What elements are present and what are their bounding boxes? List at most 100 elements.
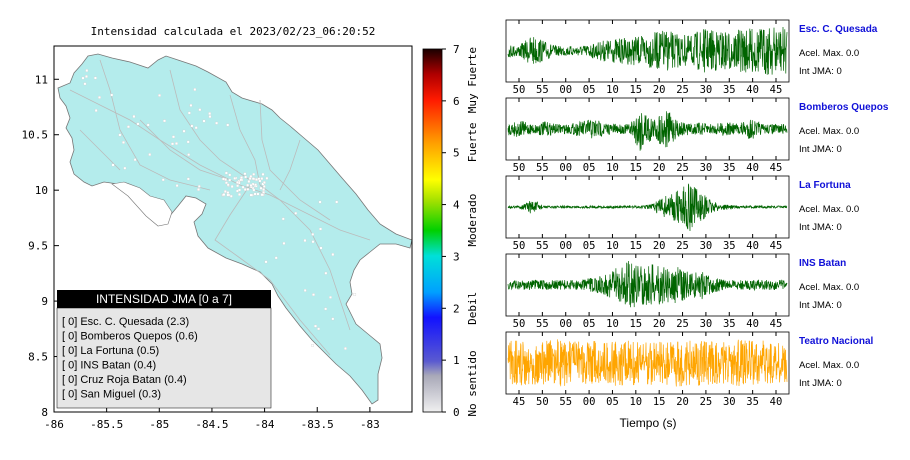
- trace-tick-label: 15: [653, 396, 666, 408]
- trace-tick-label: 30: [700, 84, 713, 96]
- station-dot: [238, 193, 241, 196]
- trace-tick-label: 25: [676, 162, 689, 174]
- station-dot: [318, 200, 322, 204]
- station-dot: [123, 166, 127, 170]
- map-y-tick-label: 10.5: [22, 129, 49, 142]
- trace-tick-label: 35: [723, 318, 736, 330]
- station-dot: [226, 183, 230, 187]
- trace-tick-label: 10: [606, 162, 619, 174]
- trace-int-jma: Int JMA: 0: [799, 378, 842, 389]
- station-dot: [246, 183, 250, 187]
- station-dot: [261, 172, 265, 176]
- trace-tick-label: 50: [513, 318, 526, 330]
- station-dot: [344, 347, 347, 350]
- colorbar-tick-label: 2: [453, 302, 460, 315]
- trace-station-name: INS Batan: [799, 258, 846, 269]
- station-dot: [190, 124, 194, 128]
- trace-accel: Acel. Max. 0.0: [799, 282, 859, 293]
- trace-tick-label: 30: [723, 396, 736, 408]
- station-dot: [317, 327, 320, 331]
- station-dot: [146, 123, 150, 127]
- station-dot: [243, 172, 247, 176]
- station-dot: [94, 76, 97, 80]
- trace-tick-label: 10: [629, 396, 642, 408]
- colorbar-label: Moderado: [466, 194, 479, 247]
- trace-tick-label: 40: [746, 84, 759, 96]
- trace-accel: Acel. Max. 0.0: [799, 126, 859, 137]
- road-network: [69, 59, 371, 356]
- station-dot: [335, 200, 339, 204]
- station-dot: [329, 295, 332, 299]
- legend-title: INTENSIDAD JMA [0 a 7]: [96, 292, 232, 306]
- colorbar-tick-label: 7: [453, 43, 460, 56]
- map-x-tick-label: -83.5: [301, 418, 334, 431]
- colorbar-labels: No sentido Debil Moderado Fuerte Muy Fuerte: [466, 47, 479, 417]
- map-x-tick-label: -84: [255, 418, 275, 431]
- station-dot: [243, 188, 247, 191]
- trace-tick-label: 40: [746, 318, 759, 330]
- station-dot: [246, 187, 250, 191]
- legend-item: [ 0] Bomberos Quepos (0.6): [62, 331, 198, 343]
- legend-item: [ 0] San Miguel (0.3): [62, 389, 161, 401]
- legend-body-bg: [56, 307, 272, 409]
- station-dot: [208, 112, 212, 115]
- trace-tick-label: 05: [583, 240, 596, 252]
- station-dot: [259, 186, 263, 190]
- trace-tick-label: 10: [606, 240, 619, 252]
- trace-tick-label: 20: [653, 318, 666, 330]
- trace-tick-label: 45: [770, 240, 783, 252]
- trace-tick-label: 50: [513, 162, 526, 174]
- station-dot: [202, 119, 206, 123]
- trace-tick-label: 20: [653, 162, 666, 174]
- colorbar-ticks: 0 1 2 3 4 5 6 7: [442, 43, 460, 419]
- trace-int-jma: Int JMA: 0: [799, 300, 842, 311]
- trace-tick-label: 40: [746, 162, 759, 174]
- station-dot: [353, 293, 357, 296]
- trace-tick-label: 05: [583, 84, 596, 96]
- trace-tick-label: 20: [653, 240, 666, 252]
- station-dot: [256, 192, 260, 196]
- station-dot: [118, 133, 122, 137]
- trace-tick-label: 30: [700, 318, 713, 330]
- trace-station-name: Esc. C. Quesada: [799, 24, 878, 35]
- trace-tick-label: 55: [536, 162, 549, 174]
- map-y-tick-label: 8: [41, 406, 48, 419]
- station-dot: [171, 142, 174, 146]
- station-dot: [136, 122, 140, 126]
- trace-panel: 50 55 00 05 10 15 20 25 30 35 40 45 La Fortuna Acel. …: [505, 175, 859, 252]
- trace-tick-label: 25: [676, 240, 689, 252]
- station-dot: [175, 142, 178, 145]
- station-dot: [222, 177, 225, 181]
- station-dot: [311, 344, 314, 347]
- station-dot: [122, 141, 125, 144]
- trace-int-jma: Int JMA: 0: [799, 66, 842, 77]
- trace-tick-label: 45: [770, 84, 783, 96]
- trace-tick-label: 35: [746, 396, 759, 408]
- trace-tick-label: 40: [746, 240, 759, 252]
- station-dot: [262, 188, 265, 191]
- colorbar-tick-label: 1: [453, 354, 460, 367]
- legend-items: [ 0] Esc. C. Quesada (2.3) [ 0] Bomberos …: [62, 316, 198, 401]
- station-dot: [85, 75, 88, 78]
- station-dot: [253, 192, 257, 196]
- station-dot: [262, 181, 266, 184]
- colorbar-tick-label: 6: [453, 95, 460, 108]
- station-dot: [311, 232, 315, 236]
- map-y-tick-label: 11: [35, 73, 48, 86]
- trace-tick-label: 15: [629, 162, 642, 174]
- trace-tick-label: 25: [700, 396, 713, 408]
- station-dot: [133, 158, 137, 162]
- trace-tick-label: 30: [700, 240, 713, 252]
- station-dot: [226, 193, 230, 197]
- trace-tick-label: 15: [629, 84, 642, 96]
- station-dot: [312, 293, 315, 297]
- colorbar-tick-label: 4: [453, 199, 460, 212]
- trace-tick-label: 05: [606, 396, 619, 408]
- station-dot: [197, 184, 201, 188]
- station-dot: [148, 153, 152, 156]
- station-dot: [258, 179, 262, 183]
- trace-tick-label: 55: [536, 84, 549, 96]
- station-dot: [230, 185, 234, 188]
- seismogram-trace: [507, 260, 788, 308]
- station-dot: [175, 184, 179, 188]
